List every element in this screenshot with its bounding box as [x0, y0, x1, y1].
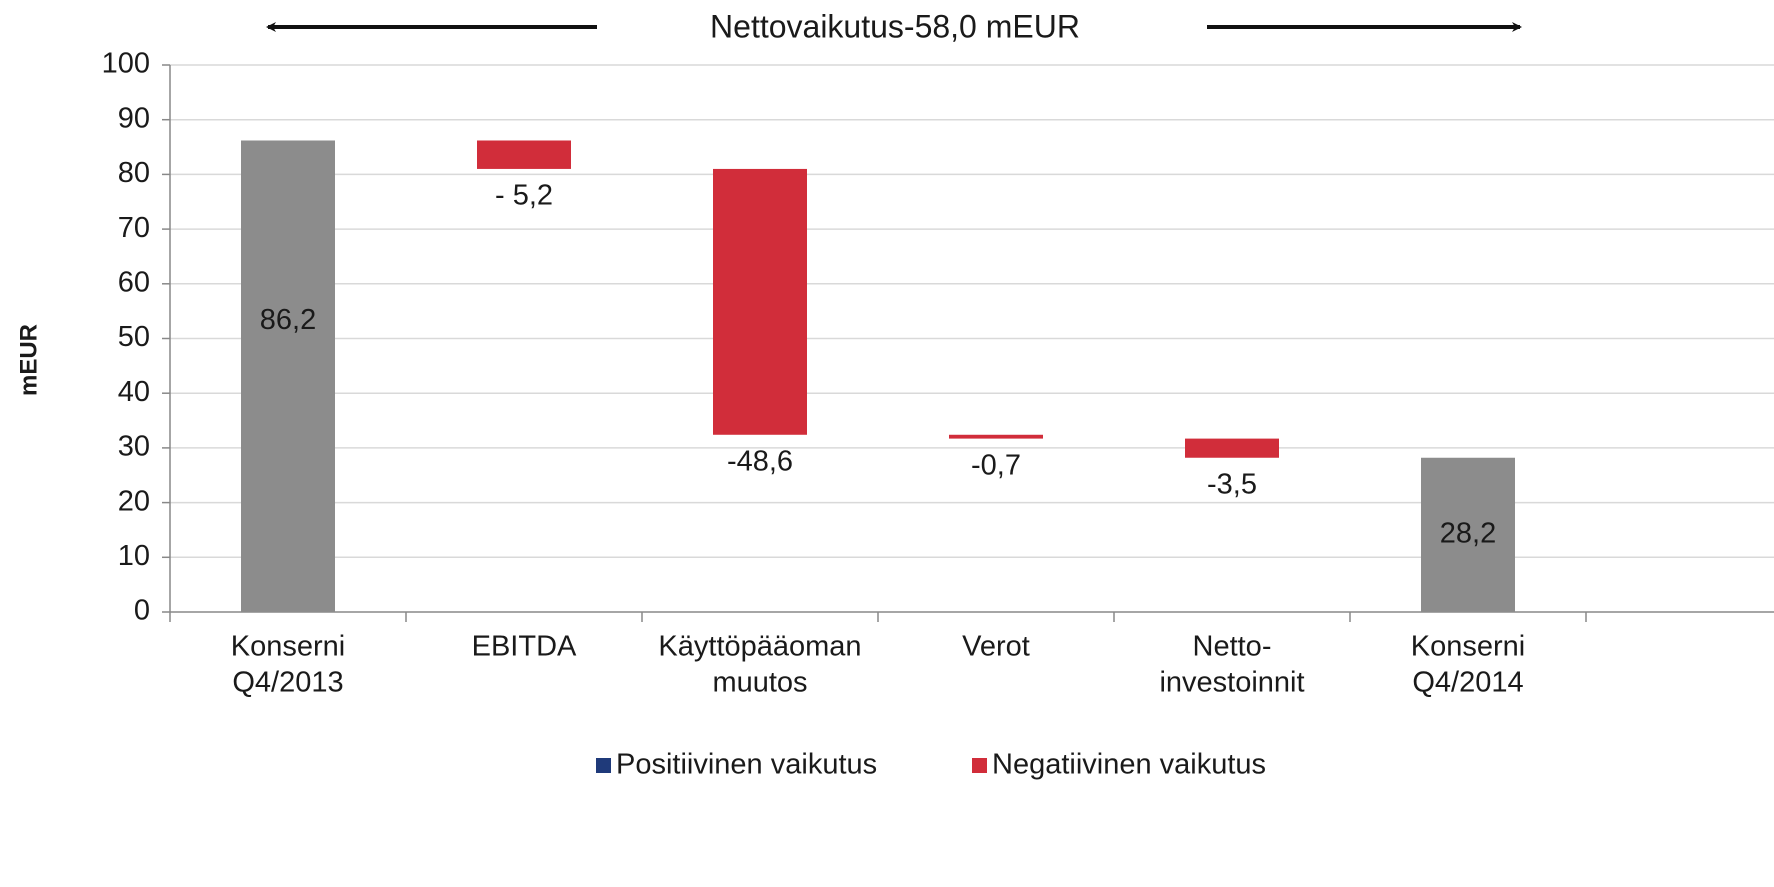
y-tick-label: 0 — [134, 595, 150, 627]
x-tick-label: investoinnit — [1159, 667, 1304, 699]
x-tick-label: Q4/2013 — [232, 667, 343, 699]
x-tick-label: EBITDA — [472, 631, 577, 663]
y-tick-label: 70 — [118, 212, 150, 244]
y-tick-label: 20 — [118, 485, 150, 517]
chart-title: Nettovaikutus-58,0 mEUR — [710, 8, 1080, 44]
y-tick-label: 30 — [118, 431, 150, 463]
y-tick-label: 100 — [102, 48, 150, 80]
bar — [1421, 457, 1515, 612]
x-tick-label: Q4/2014 — [1412, 667, 1523, 699]
bar — [713, 168, 807, 435]
y-tick-label: 10 — [118, 540, 150, 572]
value-label: -0,7 — [971, 449, 1021, 481]
value-label: 86,2 — [260, 304, 316, 336]
x-tick-label: Verot — [962, 631, 1030, 663]
x-tick-label: Netto- — [1193, 631, 1272, 663]
x-tick-label: Konserni — [1411, 631, 1525, 663]
legend-swatch — [972, 758, 987, 773]
y-axis-label: mEUR — [15, 324, 42, 396]
x-tick-label: Käyttöpääoman — [658, 631, 861, 663]
y-tick-label: 90 — [118, 102, 150, 134]
legend-label: Negatiivinen vaikutus — [992, 749, 1266, 781]
value-label: 28,2 — [1440, 518, 1496, 550]
legend-swatch — [596, 758, 611, 773]
bar — [1185, 438, 1279, 458]
y-tick-label: 50 — [118, 321, 150, 353]
x-tick-label: muutos — [712, 667, 807, 699]
bar — [477, 140, 571, 169]
value-label: -3,5 — [1207, 468, 1257, 500]
bar — [241, 140, 335, 612]
y-tick-label: 40 — [118, 376, 150, 408]
y-tick-label: 60 — [118, 266, 150, 298]
value-label: - 5,2 — [495, 180, 553, 212]
y-tick-label: 80 — [118, 157, 150, 189]
x-tick-label: Konserni — [231, 631, 345, 663]
bar — [949, 434, 1043, 439]
legend-label: Positiivinen vaikutus — [616, 749, 877, 781]
value-label: -48,6 — [727, 445, 793, 477]
